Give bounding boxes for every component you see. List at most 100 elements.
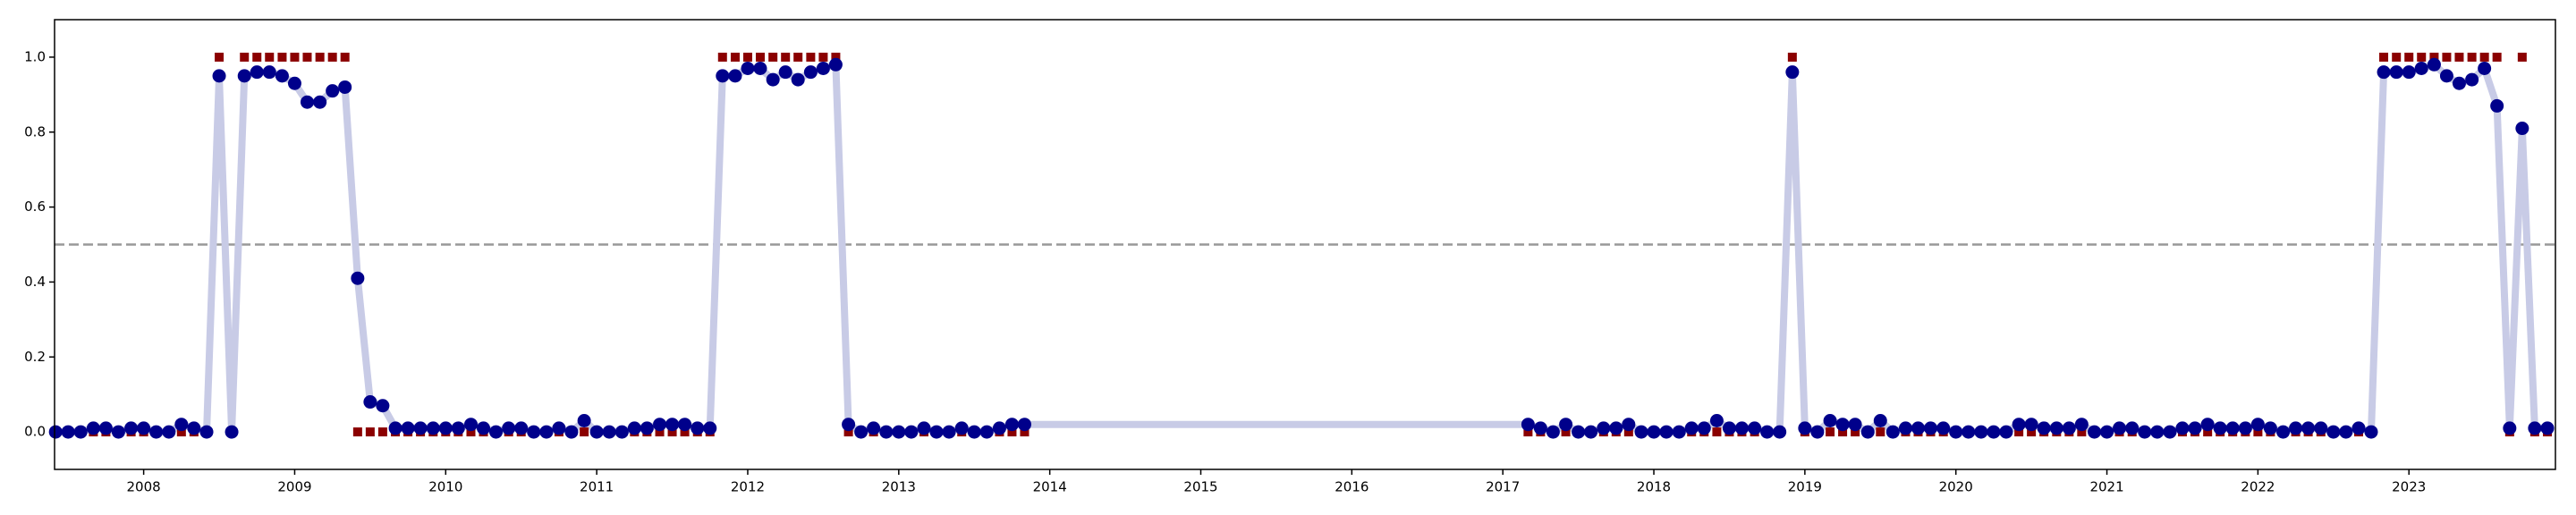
label-marker — [2014, 427, 2024, 437]
prob-marker — [262, 65, 276, 80]
prob-marker — [2490, 98, 2504, 113]
prob-marker — [527, 425, 541, 439]
prob-marker — [1987, 425, 2001, 439]
prob-marker — [1647, 425, 1661, 439]
prob-marker — [1521, 418, 1535, 432]
prob-marker — [477, 421, 491, 435]
label-marker — [655, 427, 665, 437]
prob-marker — [225, 425, 239, 439]
prob-marker — [313, 95, 327, 109]
x-tick-label: 2023 — [2392, 479, 2426, 495]
x-tick-label: 2021 — [2089, 479, 2123, 495]
prob-marker — [741, 61, 755, 75]
x-tick-label: 2016 — [1335, 479, 1368, 495]
prob-marker — [2301, 421, 2316, 435]
prob-marker — [1017, 418, 1031, 432]
prob-marker — [552, 421, 566, 435]
label-marker — [327, 52, 337, 62]
label-marker — [377, 427, 387, 437]
label-marker — [215, 52, 225, 62]
label-marker — [2467, 52, 2477, 62]
prob-marker — [854, 425, 869, 439]
y-tick-label: 0.0 — [24, 424, 46, 440]
prob-marker — [363, 395, 377, 409]
label-marker — [2077, 427, 2087, 437]
prob-marker — [2213, 421, 2227, 435]
prob-marker — [1734, 421, 1749, 435]
prob-marker — [2339, 425, 2353, 439]
x-tick-label: 2015 — [1183, 479, 1217, 495]
prob-marker — [1584, 425, 1598, 439]
label-marker — [1007, 427, 1017, 437]
prob-marker — [237, 69, 251, 83]
label-marker — [2404, 52, 2414, 62]
prob-marker — [463, 418, 478, 432]
label-marker — [680, 427, 690, 437]
prob-marker — [98, 421, 113, 435]
label-marker — [2442, 52, 2452, 62]
label-marker — [2479, 52, 2489, 62]
x-tick-label: 2013 — [882, 479, 916, 495]
label-marker — [277, 52, 287, 62]
label-marker — [1826, 427, 1835, 437]
prob-marker — [653, 418, 667, 432]
prob-marker — [1572, 425, 1586, 439]
prob-marker — [2150, 425, 2165, 439]
label-marker — [265, 52, 275, 62]
prob-marker — [2351, 421, 2366, 435]
label-marker — [755, 52, 765, 62]
prob-marker — [1546, 425, 1560, 439]
prob-marker — [842, 418, 856, 432]
prob-marker — [2478, 61, 2492, 75]
label-marker — [730, 52, 740, 62]
prob-marker — [2540, 421, 2555, 435]
x-tick-label: 2012 — [731, 479, 765, 495]
prob-marker — [716, 69, 730, 83]
prob-marker — [2528, 421, 2542, 435]
label-marker — [1523, 427, 1533, 437]
prob-marker — [665, 418, 680, 432]
prob-marker — [879, 425, 894, 439]
label-marker — [1787, 52, 1797, 62]
prob-marker — [413, 421, 428, 435]
prob-marker — [640, 421, 654, 435]
prob-marker — [2138, 425, 2152, 439]
prob-marker — [1634, 425, 1648, 439]
series-line — [55, 61, 2548, 436]
label-marker — [352, 427, 362, 437]
prob-marker — [2238, 421, 2252, 435]
label-marker — [290, 52, 300, 62]
prob-marker — [162, 425, 176, 439]
label-marker — [667, 427, 677, 437]
prob-marker — [1748, 421, 1762, 435]
prob-marker — [2503, 421, 2517, 435]
x-tick-label: 2022 — [2241, 479, 2275, 495]
x-tick-label: 2020 — [1939, 479, 1973, 495]
plot-frame — [54, 19, 2556, 470]
prob-marker — [2263, 421, 2277, 435]
prob-marker — [2200, 418, 2215, 432]
prob-marker — [1672, 425, 1686, 439]
label-marker — [2027, 427, 2037, 437]
prob-marker — [1873, 414, 1887, 428]
label-marker — [2203, 427, 2213, 437]
prob-marker — [778, 65, 792, 80]
prob-marker — [287, 76, 301, 90]
prob-marker — [2125, 421, 2140, 435]
label-marker — [1851, 427, 1860, 437]
prob-marker — [791, 72, 805, 87]
label-marker — [340, 52, 350, 62]
prob-marker — [1823, 414, 1837, 428]
prob-marker — [803, 65, 818, 80]
label-marker — [768, 52, 778, 62]
prob-marker — [2113, 421, 2127, 435]
x-tick-label: 2011 — [580, 479, 614, 495]
prob-marker — [2439, 69, 2453, 83]
prob-marker — [149, 425, 164, 439]
prob-marker — [275, 69, 289, 83]
prob-marker — [1622, 418, 1636, 432]
x-tick-label: 2008 — [127, 479, 161, 495]
prob-marker — [539, 425, 554, 439]
prob-marker — [1974, 425, 1988, 439]
prob-marker — [1697, 421, 1711, 435]
